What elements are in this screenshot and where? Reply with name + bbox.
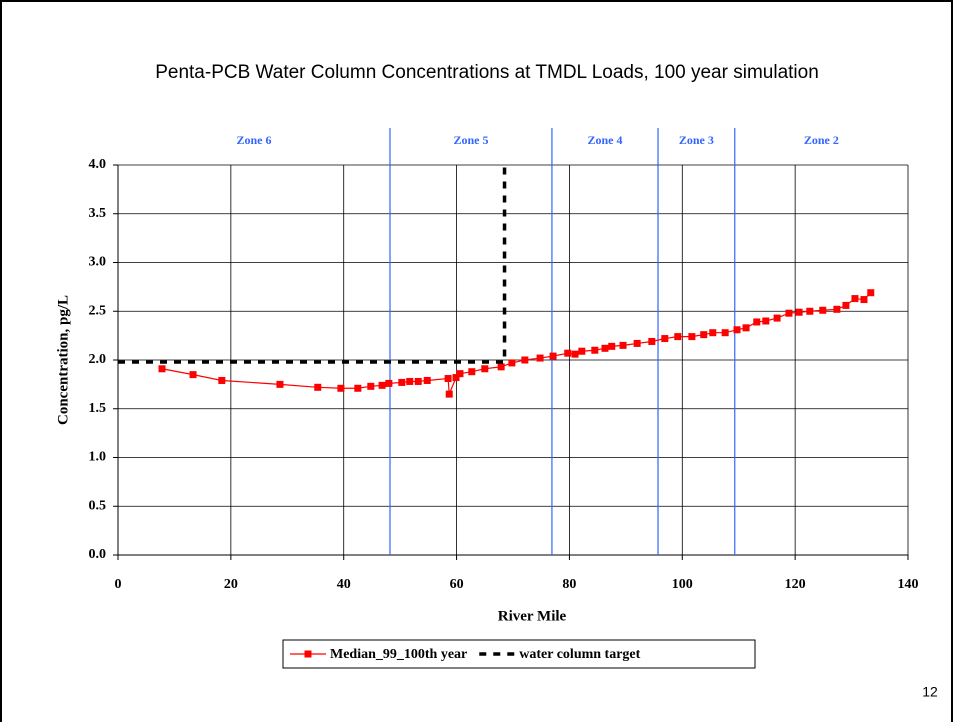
data-point xyxy=(591,346,599,354)
data-point xyxy=(795,308,803,316)
data-point xyxy=(842,301,850,309)
data-point xyxy=(762,317,770,325)
data-point xyxy=(337,384,345,392)
data-point xyxy=(860,296,868,304)
legend-box xyxy=(282,639,756,669)
data-point xyxy=(742,324,750,332)
data-point xyxy=(445,390,453,398)
x-tick-label: 140 xyxy=(898,577,919,592)
zone-label: Zone 2 xyxy=(804,133,839,147)
x-tick-label: 100 xyxy=(672,577,693,592)
data-point xyxy=(633,339,641,347)
data-point xyxy=(414,377,422,385)
data-point xyxy=(564,349,572,357)
data-point xyxy=(452,374,460,382)
y-axis-label: Concentration, pg/L xyxy=(55,295,71,425)
data-point xyxy=(385,379,393,387)
data-point xyxy=(378,381,386,389)
chart-title: Penta-PCB Water Column Concentrations at… xyxy=(155,62,819,83)
zone-label: Zone 5 xyxy=(453,133,488,147)
y-tick-label: 0.0 xyxy=(89,547,107,562)
data-point xyxy=(601,344,609,352)
data-point xyxy=(508,359,516,367)
data-point xyxy=(314,383,322,391)
x-tick-label: 60 xyxy=(450,577,464,592)
data-point xyxy=(806,307,814,315)
data-point xyxy=(721,329,729,337)
y-tick-label: 2.0 xyxy=(89,352,107,367)
data-point xyxy=(456,370,464,378)
data-point xyxy=(549,352,557,360)
data-point xyxy=(571,350,579,358)
series-line xyxy=(161,292,872,395)
data-point xyxy=(688,333,696,341)
data-point xyxy=(867,289,875,297)
legend-label: Median_99_100th year xyxy=(330,647,467,662)
data-point xyxy=(661,335,669,343)
y-tick-label: 3.0 xyxy=(89,255,107,270)
data-point xyxy=(819,306,827,314)
data-point xyxy=(367,382,375,390)
data-point xyxy=(709,329,717,337)
data-point xyxy=(619,341,627,349)
y-tick-label: 0.5 xyxy=(89,498,107,513)
y-tick-label: 4.0 xyxy=(89,157,107,172)
data-point xyxy=(733,326,741,334)
data-point xyxy=(536,354,544,362)
y-tick-label: 2.5 xyxy=(89,303,107,318)
data-point xyxy=(218,376,226,384)
x-tick-label: 120 xyxy=(785,577,806,592)
x-tick-label: 0 xyxy=(115,577,122,592)
data-point xyxy=(468,368,476,376)
data-point xyxy=(851,295,859,303)
data-point xyxy=(700,331,708,339)
series-line xyxy=(118,165,507,364)
data-point xyxy=(833,305,841,313)
data-point xyxy=(481,365,489,373)
data-point xyxy=(785,309,793,317)
data-point xyxy=(578,347,586,355)
data-point xyxy=(354,384,362,392)
data-point xyxy=(398,378,406,386)
page-number: 12 xyxy=(922,684,938,700)
data-point xyxy=(189,371,197,379)
y-tick-label: 3.5 xyxy=(89,206,107,221)
y-tick-label: 1.5 xyxy=(89,401,107,416)
data-point xyxy=(674,333,682,341)
data-point xyxy=(497,363,505,371)
data-point xyxy=(648,337,656,345)
data-point xyxy=(276,380,284,388)
zone-label: Zone 3 xyxy=(679,133,714,147)
data-point xyxy=(521,356,529,364)
data-point xyxy=(773,314,781,322)
data-point xyxy=(608,342,616,350)
zone-label: Zone 6 xyxy=(236,133,271,147)
data-point xyxy=(423,376,431,384)
x-tick-label: 40 xyxy=(337,577,351,592)
x-tick-label: 20 xyxy=(224,577,238,592)
data-point xyxy=(444,375,452,383)
legend-marker xyxy=(304,650,312,658)
data-point xyxy=(406,377,414,385)
x-axis-label: River Mile xyxy=(498,608,567,624)
data-point xyxy=(158,365,166,373)
data-point xyxy=(753,318,761,326)
zone-label: Zone 4 xyxy=(587,133,622,147)
x-tick-label: 80 xyxy=(562,577,576,592)
y-tick-label: 1.0 xyxy=(89,450,107,465)
legend-label: water column target xyxy=(519,647,640,662)
